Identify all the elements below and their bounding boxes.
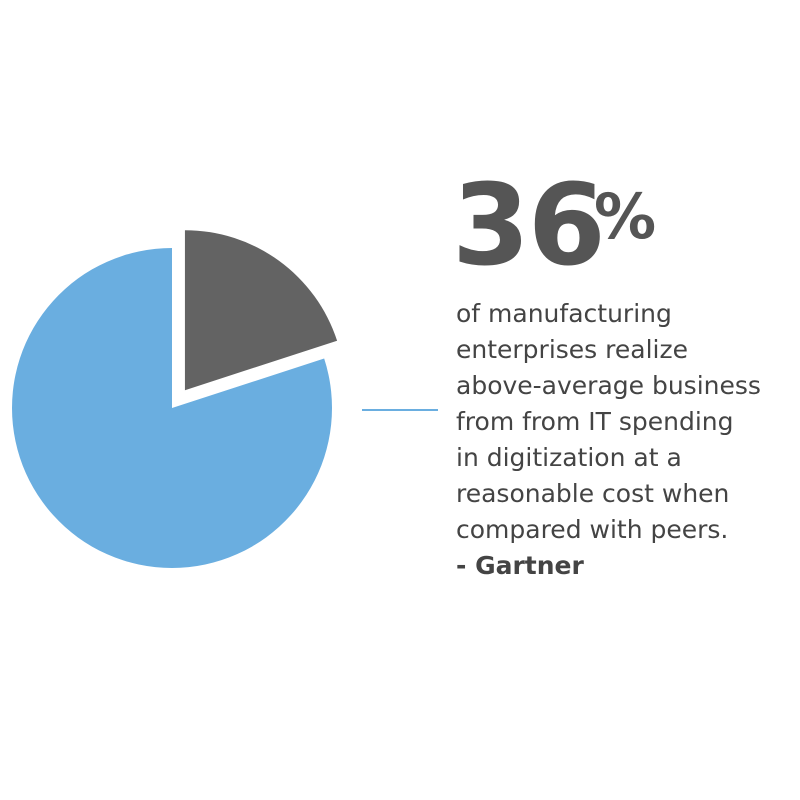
description-line: of manufacturing [456, 299, 672, 328]
description-line: reasonable cost when [456, 479, 730, 508]
description-line: above-average business [456, 371, 761, 400]
description-line: enterprises realize [456, 335, 688, 364]
stat-unit: % [594, 180, 657, 253]
description: of manufacturing enterprises realize above… [456, 296, 761, 584]
stat-number: 36 [452, 161, 606, 291]
description-line: in digitization at a [456, 443, 682, 472]
source: - Gartner [456, 551, 584, 580]
description-line: from from IT spending [456, 407, 734, 436]
pie-slice [184, 230, 338, 391]
pie-slice [12, 248, 333, 569]
description-line: compared with peers. [456, 515, 729, 544]
